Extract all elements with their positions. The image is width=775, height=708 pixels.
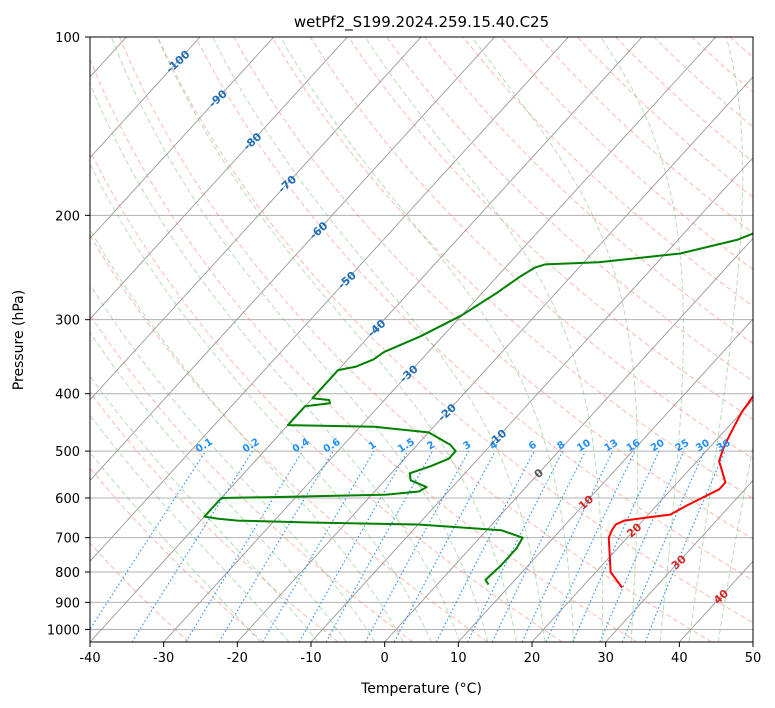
moist-adiabat bbox=[364, 37, 603, 642]
dry-adiabat bbox=[157, 37, 753, 624]
dry-adiabat bbox=[90, 58, 638, 642]
dry-adiabat bbox=[424, 37, 753, 344]
y-tick-label: 200 bbox=[55, 209, 80, 224]
dry-adiabat bbox=[90, 149, 563, 642]
mixing-ratio-line bbox=[364, 450, 470, 642]
moist-adiabat bbox=[90, 331, 347, 642]
x-tick-label: 50 bbox=[745, 651, 762, 666]
isotherm-line bbox=[237, 76, 753, 642]
y-axis-label: Pressure (hPa) bbox=[11, 290, 27, 390]
chart-title: wetPf2_S199.2024.259.15.40.C25 bbox=[294, 13, 549, 32]
mixing-ratio-label: 3 bbox=[462, 439, 474, 452]
y-tick-label: 400 bbox=[55, 388, 80, 403]
mixing-ratio-line bbox=[644, 450, 726, 642]
moist-adiabat bbox=[688, 37, 744, 642]
moist-adiabat bbox=[90, 283, 376, 642]
dry-adiabat bbox=[309, 37, 753, 460]
moist-adiabat bbox=[90, 163, 432, 642]
dewpoint-line bbox=[203, 232, 753, 586]
y-tick-label: 1000 bbox=[47, 623, 80, 638]
mixing-ratio-line bbox=[90, 450, 207, 631]
x-tick-label: -20 bbox=[227, 651, 248, 666]
mixing-ratio-line bbox=[621, 450, 705, 642]
y-tick-label: 600 bbox=[55, 492, 80, 507]
mixing-ratio-line bbox=[572, 450, 660, 642]
y-tick-label: 300 bbox=[55, 314, 80, 329]
moist-adiabat bbox=[717, 443, 753, 642]
mixing-ratio-label: 4 bbox=[488, 439, 500, 452]
mixing-ratio-line bbox=[185, 450, 304, 642]
moist-adiabat bbox=[110, 37, 489, 642]
isotherm-line bbox=[384, 237, 753, 642]
isotherm-line bbox=[163, 37, 717, 642]
y-tick-label: 800 bbox=[55, 566, 80, 581]
x-tick-label: -40 bbox=[79, 651, 100, 666]
x-tick-label: 20 bbox=[524, 651, 541, 666]
isotherm-line bbox=[458, 318, 753, 642]
x-tick-label: 40 bbox=[671, 651, 688, 666]
isotherm-line bbox=[90, 37, 422, 401]
isotherm-line bbox=[90, 37, 201, 159]
background-lines bbox=[90, 37, 753, 642]
isotherm-line bbox=[90, 37, 496, 482]
isotherm-line bbox=[90, 37, 643, 642]
x-tick-label: 0 bbox=[381, 651, 389, 666]
x-axis-label: Temperature (°C) bbox=[360, 681, 482, 697]
mixing-ratio-line bbox=[131, 450, 254, 642]
y-tick-label: 500 bbox=[55, 445, 80, 460]
moist-adiabat bbox=[90, 82, 461, 642]
moist-adiabat bbox=[471, 37, 639, 642]
plot-frame bbox=[89, 36, 754, 643]
moist-adiabat bbox=[156, 37, 517, 642]
x-tick-label: -10 bbox=[300, 651, 321, 666]
isotherm-line bbox=[90, 37, 275, 240]
isotherm-line bbox=[531, 399, 753, 642]
isotherm-line bbox=[90, 37, 348, 320]
mixing-ratio-line bbox=[393, 450, 496, 642]
moist-adiabat bbox=[90, 228, 404, 642]
isotherm-line bbox=[90, 37, 569, 562]
dry-adiabat bbox=[271, 37, 753, 500]
y-tick-label: 900 bbox=[55, 596, 80, 611]
mixing-ratio-label: 8 bbox=[556, 439, 568, 452]
profile-lines bbox=[203, 232, 753, 589]
mixing-ratio-line bbox=[467, 450, 564, 642]
x-tick-label: 10 bbox=[450, 651, 467, 666]
temperature-line bbox=[607, 394, 753, 589]
dry-adiabat bbox=[233, 37, 753, 540]
y-tick-label: 100 bbox=[55, 31, 80, 46]
mixing-ratio-label: 2 bbox=[425, 439, 437, 452]
dry-adiabat bbox=[118, 37, 712, 642]
moist-adiabat bbox=[600, 37, 684, 642]
moist-adiabat bbox=[90, 451, 261, 642]
dry-adiabat bbox=[90, 313, 414, 642]
isotherm-line bbox=[605, 479, 753, 642]
x-tick-label: 30 bbox=[597, 651, 614, 666]
dry-adiabat bbox=[386, 37, 753, 382]
moist-adiabat bbox=[280, 37, 575, 642]
dry-adiabat bbox=[195, 37, 753, 582]
x-tick-label: -30 bbox=[153, 651, 174, 666]
y-tick-label: 700 bbox=[55, 532, 80, 547]
moist-adiabat bbox=[212, 37, 546, 642]
mixing-ratio-line bbox=[325, 450, 433, 642]
mixing-ratio-line bbox=[599, 450, 685, 642]
moist-adiabat bbox=[90, 414, 290, 642]
mixing-ratio-label: 6 bbox=[527, 439, 539, 452]
axes: -40 -30 -20 -10 0 10 20 30 40 50 100 200 300 400 500 60… bbox=[47, 31, 761, 666]
mixing-ratio-label: 1 bbox=[367, 439, 379, 452]
